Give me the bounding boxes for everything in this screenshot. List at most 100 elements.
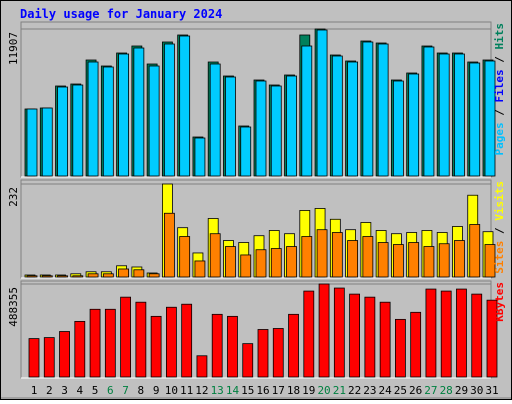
x-tick-label: 23 [363,384,376,397]
bar [471,293,483,378]
bar [318,283,330,378]
bar [102,66,114,177]
bar [43,337,55,378]
bar [408,242,420,278]
bar [227,315,238,378]
x-tick-label: 25 [394,384,407,397]
y-tick-label: 11907 [7,32,20,65]
bar [394,318,406,378]
bar [301,45,313,177]
bar [392,244,404,278]
x-tick-label: 17 [272,384,285,397]
legend-entry: Visits [493,181,506,221]
bar [410,311,422,378]
x-tick-label: 1 [31,384,38,397]
bar [333,287,345,378]
bar [270,85,282,177]
bar [484,60,496,177]
bar [270,248,282,278]
bar [408,73,420,177]
bar [87,61,99,177]
bar [349,293,361,378]
x-tick-label: 4 [76,384,83,397]
bar [118,268,129,278]
chart-title: Daily usage for January 2024 [20,7,222,21]
bar [41,275,53,278]
bar [347,240,359,278]
bar [425,288,437,378]
x-tick-label: 12 [195,384,208,397]
bar [484,244,496,278]
bar [438,243,450,278]
bar [181,303,193,378]
bar [135,301,147,378]
bar [316,29,328,177]
bar [364,296,376,378]
bar [392,80,404,177]
bar [331,232,343,278]
bar [454,53,465,177]
bar [57,86,68,177]
bar [423,46,435,177]
bar [57,275,68,278]
x-tick-label: 9 [153,384,160,397]
bar [255,80,267,177]
bar [438,53,450,177]
bar [148,65,160,177]
bar [102,273,114,278]
x-tick-label: 14 [226,384,240,397]
bar [41,107,53,177]
bar [89,308,101,378]
bar [242,343,254,378]
x-tick-label: 22 [348,384,361,397]
bar [59,331,70,378]
bar [240,254,252,278]
bar [301,236,313,278]
bar [163,212,175,278]
bar [331,55,343,177]
legend-entry: Files [493,69,506,102]
bar [209,233,221,278]
bar [286,246,297,278]
bar [423,246,435,278]
x-tick-label: 27 [424,384,437,397]
x-tick-label: 7 [122,384,129,397]
bar [379,301,391,378]
bar [440,290,452,378]
bar [74,320,86,378]
bar [120,296,131,378]
bar [87,273,99,278]
legend-entry: Pages [493,122,506,155]
bar [104,308,116,378]
bar [163,43,175,177]
x-tick-label: 28 [440,384,453,397]
bar [257,329,269,378]
bar [454,240,465,278]
bar [133,269,145,278]
x-tick-label: 15 [241,384,254,397]
x-tick-label: 2 [46,384,53,397]
bar [225,246,236,278]
x-tick-label: 19 [302,384,315,397]
bar [240,126,252,177]
bar [194,137,206,177]
x-tick-label: 8 [138,384,145,397]
bar [225,76,236,177]
bar [148,273,160,278]
bar [272,328,284,378]
x-tick-label: 5 [92,384,99,397]
bar [72,84,84,177]
bar [26,275,38,278]
bar [362,41,374,177]
bar [377,43,389,177]
legend-entry: KBytes [493,282,506,322]
bar [303,290,315,378]
bar [179,236,191,278]
legend-separator: / [493,103,506,123]
bar [150,315,162,378]
bar [288,313,299,378]
x-tick-label: 20 [317,384,330,397]
x-tick-label: 10 [165,384,178,397]
legend: Sites / Visits [493,181,506,274]
